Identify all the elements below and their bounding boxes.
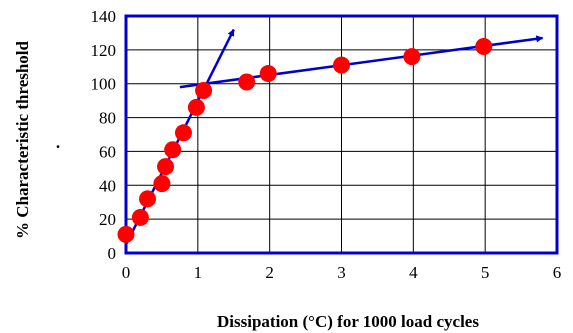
plot-frame-border xyxy=(124,14,559,255)
plot-frame xyxy=(124,14,559,255)
y-tick-label: 100 xyxy=(91,75,117,94)
data-point xyxy=(333,56,350,74)
x-tick-label: 4 xyxy=(409,263,418,282)
y-tick-label: 60 xyxy=(99,142,116,161)
data-point xyxy=(475,37,493,55)
y-axis-title: % Characteristic threshold xyxy=(13,40,32,239)
y-tick-label: 120 xyxy=(91,41,117,60)
data-point xyxy=(164,141,182,159)
data-point xyxy=(131,208,149,226)
data-point xyxy=(187,98,205,116)
x-tick-label: 1 xyxy=(194,263,203,282)
data-point xyxy=(403,48,421,66)
data-point xyxy=(157,158,175,176)
x-tick-label: 2 xyxy=(265,263,274,282)
x-tick-label: 0 xyxy=(122,263,131,282)
y-axis-title-mark: . xyxy=(56,133,60,152)
y-tick-label: 0 xyxy=(108,244,117,263)
y-tick-label: 140 xyxy=(91,7,117,26)
data-point xyxy=(238,73,256,91)
x-tick-label: 6 xyxy=(553,263,562,282)
data-point xyxy=(174,124,192,142)
data-point xyxy=(139,190,157,208)
data-point xyxy=(195,81,213,99)
data-points xyxy=(117,37,493,243)
x-axis-title: Dissipation (°C) for 1000 load cycles xyxy=(217,312,479,331)
data-point xyxy=(259,65,277,83)
y-tick-label: 20 xyxy=(99,210,116,229)
data-point xyxy=(117,225,135,243)
x-tick-label: 5 xyxy=(481,263,490,282)
y-tick-label: 80 xyxy=(99,109,116,128)
y-tick-label: 40 xyxy=(99,176,116,195)
data-point xyxy=(153,175,171,193)
x-tick-label: 3 xyxy=(337,263,346,282)
